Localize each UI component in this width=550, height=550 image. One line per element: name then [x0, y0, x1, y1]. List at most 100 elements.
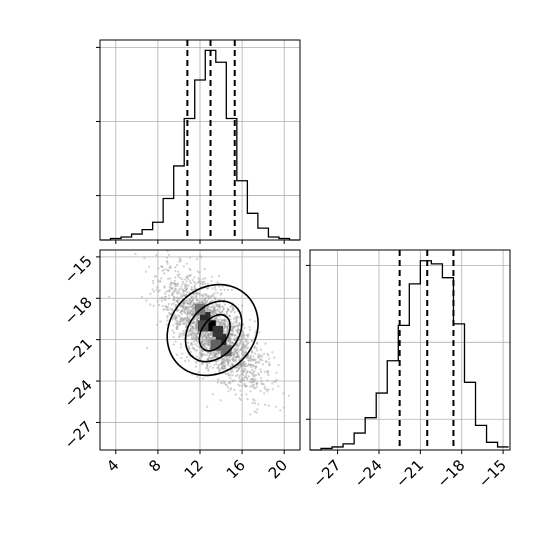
- scatter-point: [266, 379, 269, 382]
- scatter-point: [238, 341, 241, 344]
- scatter-point: [207, 343, 211, 346]
- scatter-point: [234, 352, 237, 355]
- scatter-point: [201, 280, 204, 283]
- scatter-point: [216, 303, 219, 306]
- scatter-point: [233, 337, 236, 340]
- scatter-point: [186, 291, 189, 294]
- scatter-point: [239, 357, 243, 360]
- scatter-point: [176, 300, 179, 303]
- scatter-point: [234, 338, 237, 341]
- scatter-point: [203, 342, 206, 345]
- scatter-point: [247, 357, 250, 360]
- scatter-point: [241, 361, 245, 364]
- scatter-point: [188, 299, 191, 302]
- scatter-point: [190, 310, 193, 313]
- scatter-point: [220, 367, 223, 370]
- scatter-point: [195, 293, 198, 296]
- scatter-point: [235, 321, 238, 324]
- scatter-point: [206, 331, 209, 334]
- scatter-point: [155, 254, 158, 257]
- scatter-point: [191, 325, 194, 328]
- scatter-point: [185, 313, 188, 316]
- scatter-point: [231, 379, 234, 382]
- scatter-point: [237, 325, 240, 328]
- scatter-point: [219, 351, 222, 354]
- scatter-point: [244, 385, 248, 388]
- scatter-point: [219, 399, 222, 402]
- scatter-point: [236, 369, 239, 372]
- scatter-point: [206, 307, 209, 310]
- scatter-point: [257, 353, 260, 356]
- scatter-point: [167, 302, 170, 306]
- scatter-point: [238, 344, 241, 347]
- scatter-point: [177, 275, 180, 278]
- scatter-point: [212, 309, 215, 312]
- scatter-point: [149, 303, 152, 306]
- scatter-point: [195, 338, 198, 342]
- scatter-point: [222, 364, 225, 367]
- scatter-point: [171, 286, 174, 289]
- scatter-point: [249, 413, 252, 416]
- scatter-point: [160, 277, 163, 280]
- scatter-point: [200, 342, 203, 345]
- scatter-point: [266, 390, 269, 393]
- scatter-point: [174, 285, 177, 288]
- scatter-point: [211, 310, 214, 313]
- scatter-point: [210, 280, 213, 283]
- scatter-point: [223, 319, 226, 322]
- scatter-point: [226, 332, 229, 335]
- scatter-point: [233, 311, 236, 314]
- scatter-point: [207, 305, 210, 308]
- scatter-point: [174, 289, 178, 293]
- scatter-point: [236, 332, 239, 335]
- scatter-point: [192, 347, 196, 351]
- scatter-point: [216, 355, 219, 358]
- scatter-point: [221, 310, 224, 313]
- scatter-point: [209, 332, 212, 335]
- scatter-point: [201, 283, 204, 286]
- x-tick-label: −15: [475, 456, 510, 491]
- scatter-point: [254, 387, 257, 390]
- scatter-point: [223, 365, 226, 368]
- scatter-point: [209, 353, 212, 356]
- scatter-point: [207, 294, 210, 298]
- scatter-point: [240, 339, 243, 342]
- scatter-point: [235, 370, 238, 373]
- scatter-point: [176, 283, 179, 286]
- scatter-point: [240, 363, 243, 366]
- scatter-point: [207, 344, 210, 347]
- scatter-point: [195, 317, 199, 320]
- scatter-point: [245, 343, 248, 346]
- scatter-point: [203, 335, 206, 338]
- scatter-point: [187, 359, 190, 362]
- scatter-point: [205, 293, 208, 297]
- scatter-point: [236, 349, 239, 352]
- scatter-point: [195, 316, 198, 319]
- scatter-point: [181, 320, 184, 323]
- scatter-point: [239, 389, 242, 392]
- scatter-point: [248, 380, 251, 383]
- scatter-point: [223, 318, 226, 321]
- scatter-point: [166, 256, 169, 259]
- scatter-point: [202, 280, 206, 283]
- scatter-point: [210, 333, 213, 336]
- scatter-point: [193, 321, 196, 324]
- scatter-point: [198, 356, 201, 359]
- scatter-point: [230, 304, 234, 307]
- scatter-point: [267, 370, 270, 373]
- scatter-point: [226, 320, 229, 323]
- scatter-point: [238, 384, 241, 387]
- scatter-point: [182, 330, 185, 333]
- y-ticks: [96, 46, 285, 244]
- scatter-point: [226, 328, 229, 332]
- scatter-point: [265, 360, 268, 363]
- scatter-point: [224, 372, 227, 376]
- scatter-point: [210, 314, 213, 317]
- scatter-point: [220, 363, 223, 366]
- scatter-point: [174, 266, 177, 269]
- histogram-panel-param-2: −27 −24 −21 −18 −15: [306, 249, 511, 491]
- scatter-point: [226, 364, 229, 367]
- scatter-point: [236, 330, 239, 333]
- scatter-point: [242, 370, 245, 373]
